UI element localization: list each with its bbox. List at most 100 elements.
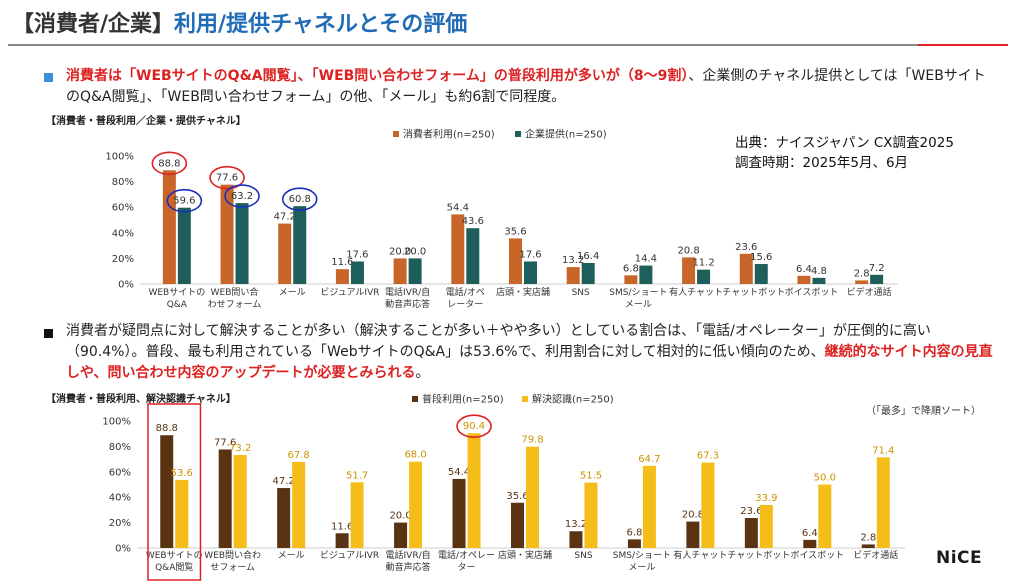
chart2-bar <box>701 462 715 548</box>
chart1-data-label: 23.6 <box>735 242 757 253</box>
chart1-bar <box>739 253 753 284</box>
chart1-category-label: 有人チャット <box>669 286 723 298</box>
chart2-category-label: メール <box>278 551 305 561</box>
chart2-bar <box>803 539 817 548</box>
chart2-category-label: ター <box>458 562 476 573</box>
section1-paragraph: 消費者は「WEBサイトのQ&A閲覧」、「WEB問い合わせフォーム」の普段利用が多… <box>66 66 986 108</box>
chart2-y-tick-label: 20% <box>109 518 131 529</box>
chart2-legend-label: 普段利用(n=250) <box>422 393 504 406</box>
chart1-bar <box>812 277 826 284</box>
chart2-bar <box>350 482 364 548</box>
chart1-y-tick-label: 100% <box>105 152 134 163</box>
chart2-bar <box>292 461 306 548</box>
chart2-category-label: SMS/ショート <box>613 551 671 561</box>
chart2-category-label: 電話/オペレー <box>438 549 495 561</box>
bullet-square-icon <box>44 329 53 338</box>
chart2-data-label: 23.6 <box>740 506 762 517</box>
chart1-highlight-circle <box>151 151 188 176</box>
chart2-data-label: 6.4 <box>802 528 818 539</box>
chart2-bar <box>584 482 598 548</box>
chart2-data-label: 6.8 <box>626 527 642 538</box>
chart2-data-label: 88.8 <box>156 423 178 434</box>
chart2-category-label: ボイスボット <box>790 550 844 561</box>
chart2-bar <box>569 531 583 548</box>
chart1-category-label: 動音声応答 <box>385 298 430 310</box>
chart2-category-label: SNS <box>574 551 592 561</box>
chart1-data-label: 15.6 <box>750 252 772 263</box>
chart1-category-label: 電話/オペ <box>446 286 485 298</box>
chart2-bar <box>160 435 174 548</box>
chart1-legend-swatch <box>393 131 399 137</box>
chart1-category-label: ボイスボット <box>785 287 839 298</box>
source-note: 出典：ナイスジャパン CX調査2025 調査時期：2025年5月、6月 <box>735 133 954 173</box>
chart1-highlight-circle <box>224 184 260 208</box>
chart1-bar <box>566 267 580 284</box>
chart1-bar <box>466 228 480 284</box>
chart1-category-label: SNS <box>572 288 590 298</box>
chart2-category-label: 有人チャット <box>673 549 727 561</box>
chart2-bar <box>277 488 291 548</box>
chart2-category-label: 動音声応答 <box>386 561 431 573</box>
chart1-data-label: 35.6 <box>504 226 526 237</box>
chart2-bar <box>233 455 247 548</box>
title-main-part: 利用/提供チャネルとその評価 <box>174 12 468 37</box>
chart2-bar <box>511 502 524 548</box>
chart2-bar <box>818 484 832 548</box>
chart1-bar <box>697 269 711 284</box>
chart2-category-label: せフォーム <box>210 562 255 573</box>
chart2-data-label: 51.5 <box>580 471 602 482</box>
chart1-bar <box>350 261 364 284</box>
chart2-highlight-box <box>147 403 202 581</box>
chart2-data-label: 71.4 <box>872 445 894 456</box>
chart2-bar <box>335 533 349 548</box>
chart1-data-label: 7.2 <box>869 263 885 274</box>
chart2-bar <box>467 433 481 548</box>
nice-logo: NiCE <box>936 548 983 568</box>
chart2-bar <box>686 521 700 548</box>
chart1-bar <box>754 264 768 284</box>
chart1-highlight-circle <box>166 188 203 213</box>
chart1-bar <box>408 258 422 284</box>
chart1-bar <box>797 275 811 284</box>
chart1-bar <box>220 184 234 284</box>
chart2-category-label: ビデオ通話 <box>853 549 898 561</box>
chart1-bar <box>278 223 292 284</box>
chart2-bar <box>744 518 758 548</box>
chart2-category-label: ビジュアルIVR <box>320 550 379 561</box>
chart2-category-label: チャットボット <box>727 550 790 561</box>
bullet-square-icon <box>44 73 53 82</box>
chart2-category-label: 店頭・実店舗 <box>498 549 552 561</box>
chart2-bar <box>861 544 875 548</box>
chart1-category-label: SMS/ショート <box>609 288 667 298</box>
source-line: 出典：ナイスジャパン CX調査2025 <box>735 135 954 151</box>
chart1-bar <box>177 207 191 284</box>
chart1-data-label: 60.8 <box>289 194 311 205</box>
chart2-bar <box>409 461 423 548</box>
chart2-data-label: 35.6 <box>506 491 528 502</box>
chart1-bar <box>335 269 349 284</box>
chart1-data-label: 54.4 <box>447 202 469 213</box>
chart1-data-label: 88.8 <box>158 158 180 169</box>
chart1-y-tick-label: 60% <box>112 203 134 214</box>
chart2-y-tick-label: 0% <box>115 544 131 555</box>
chart2-data-label: 54.4 <box>448 467 470 478</box>
chart1-category-label: レーター <box>447 299 483 310</box>
chart1-bar <box>581 263 595 284</box>
chart1-y-tick-label: 80% <box>112 177 134 188</box>
chart2-data-label: 47.2 <box>273 476 295 487</box>
chart2-data-label: 53.6 <box>171 468 193 479</box>
title-divider <box>8 44 1008 46</box>
chart2-data-label: 11.6 <box>331 521 353 532</box>
chart2-data-label: 90.4 <box>463 421 485 432</box>
chart2-data-label: 77.6 <box>214 437 236 448</box>
chart2-data-label: 33.9 <box>755 493 777 504</box>
chart2-category-label: メール <box>628 563 655 573</box>
chart2-bar <box>218 449 232 548</box>
chart1-category-label: ビジュアルIVR <box>320 287 379 298</box>
chart1-bar <box>235 203 249 284</box>
survey-period-line: 調査時期：2025年5月、6月 <box>735 155 909 171</box>
chart1-data-label: 59.6 <box>173 196 195 207</box>
chart1-category-label: WEB問い合 <box>211 286 259 298</box>
chart1-category-label: Q&A <box>167 300 188 310</box>
